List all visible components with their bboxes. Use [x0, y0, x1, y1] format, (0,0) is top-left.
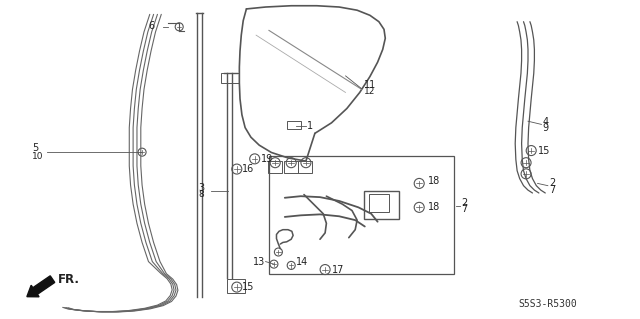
Text: 9: 9 — [543, 123, 549, 133]
Text: 2: 2 — [461, 197, 467, 208]
Text: 12: 12 — [364, 87, 375, 96]
Text: 19: 19 — [261, 153, 273, 164]
Text: 5: 5 — [32, 143, 38, 153]
Bar — [284, 161, 298, 173]
Text: 2: 2 — [549, 178, 556, 189]
Text: 6: 6 — [148, 20, 155, 31]
Text: 15: 15 — [242, 282, 254, 292]
Text: 17: 17 — [332, 264, 344, 275]
Bar — [287, 121, 301, 129]
Bar — [227, 279, 245, 293]
Text: 11: 11 — [364, 80, 376, 91]
Text: 16: 16 — [242, 164, 254, 174]
Bar — [369, 194, 388, 212]
Text: 10: 10 — [32, 152, 44, 161]
Bar — [221, 73, 239, 83]
Text: 13: 13 — [253, 256, 265, 267]
Bar — [269, 156, 454, 274]
Text: FR.: FR. — [58, 273, 79, 286]
Text: 18: 18 — [428, 176, 440, 186]
FancyArrow shape — [27, 276, 55, 297]
Text: 3: 3 — [198, 183, 205, 193]
Text: 7: 7 — [461, 204, 467, 214]
Text: 4: 4 — [543, 117, 549, 127]
Bar — [298, 161, 312, 173]
Bar — [268, 161, 282, 173]
Text: S5S3-R5300: S5S3-R5300 — [518, 299, 577, 309]
Text: 8: 8 — [198, 190, 204, 199]
Bar — [364, 191, 399, 219]
Text: 1: 1 — [307, 121, 314, 131]
Text: 14: 14 — [296, 256, 308, 267]
Text: 18: 18 — [428, 202, 440, 212]
Text: 7: 7 — [549, 185, 556, 195]
Text: 15: 15 — [538, 145, 550, 156]
